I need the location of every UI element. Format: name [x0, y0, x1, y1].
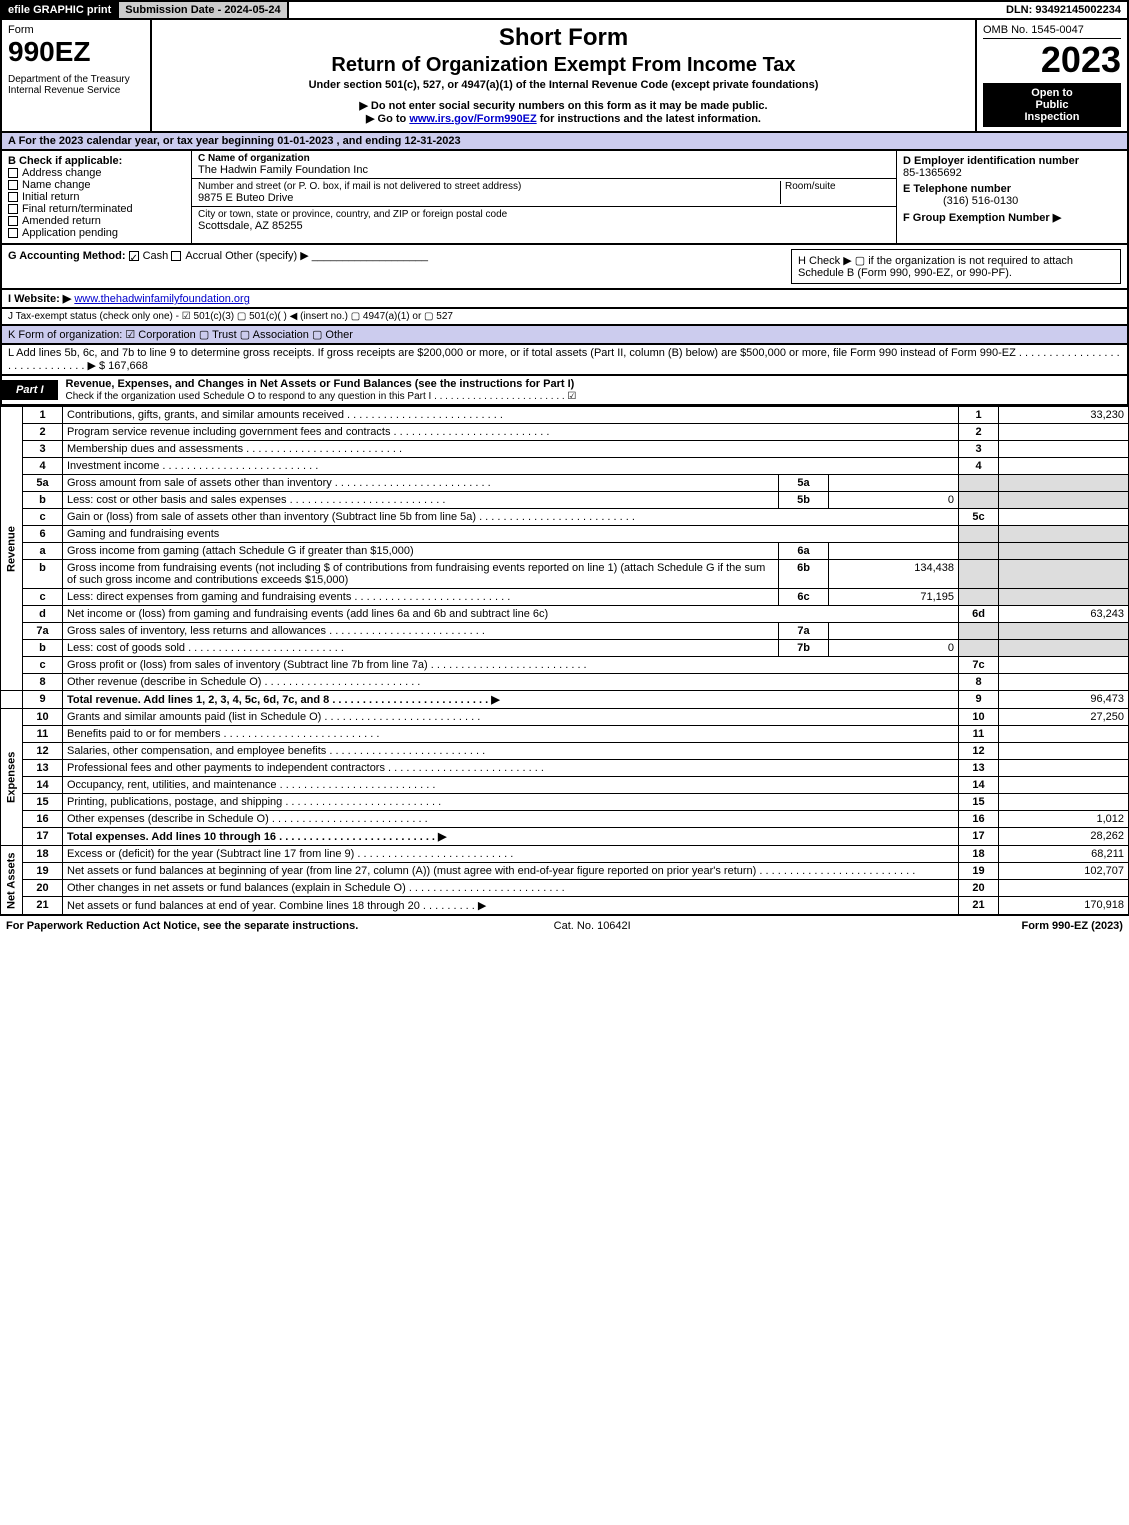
chk-address-change[interactable]	[8, 168, 18, 178]
part-i-table: Revenue 1 Contributions, gifts, grants, …	[0, 406, 1129, 915]
f-label: F Group Exemption Number ▶	[903, 212, 1061, 224]
title-return: Return of Organization Exempt From Incom…	[158, 54, 969, 77]
open-to-public: Open to Public Inspection	[983, 83, 1121, 127]
row-l: L Add lines 5b, 6c, and 7b to line 9 to …	[0, 345, 1129, 376]
irs-link[interactable]: www.irs.gov/Form990EZ	[409, 113, 536, 125]
subtitle: Under section 501(c), 527, or 4947(a)(1)…	[158, 79, 969, 91]
chk-final-return[interactable]	[8, 204, 18, 214]
website-link[interactable]: www.thehadwinfamilyfoundation.org	[74, 293, 250, 305]
part-i-header: Part I Revenue, Expenses, and Changes in…	[0, 376, 1129, 406]
part-i-tab: Part I	[2, 380, 58, 400]
val-6c: 71,195	[829, 589, 959, 606]
row-i: I Website: ▶ www.thehadwinfamilyfoundati…	[0, 290, 1129, 309]
phone: (316) 516-0130	[903, 195, 1018, 207]
chk-application-pending[interactable]	[8, 228, 18, 238]
part-i-title: Revenue, Expenses, and Changes in Net As…	[66, 378, 575, 390]
e-label: E Telephone number	[903, 183, 1011, 195]
city-label: City or town, state or province, country…	[198, 209, 890, 220]
title-short-form: Short Form	[158, 24, 969, 52]
footer-form: Form 990-EZ (2023)	[1021, 920, 1122, 932]
val-9: 96,473	[999, 691, 1129, 709]
tax-year: 2023	[983, 39, 1121, 81]
row-k: K Form of organization: ☑ Corporation ▢ …	[0, 326, 1129, 345]
ein: 85-1365692	[903, 167, 962, 179]
val-6d: 63,243	[999, 606, 1129, 623]
val-10: 27,250	[999, 709, 1129, 726]
org-name: The Hadwin Family Foundation Inc	[198, 164, 890, 176]
footer-cat: Cat. No. 10642I	[554, 920, 631, 932]
val-6b: 134,438	[829, 560, 959, 589]
form-number: 990EZ	[8, 36, 144, 68]
b-label: B Check if applicable:	[8, 155, 185, 167]
val-18: 68,211	[999, 846, 1129, 863]
h-box: H Check ▶ ▢ if the organization is not r…	[791, 249, 1121, 284]
row-a-taxyear: A For the 2023 calendar year, or tax yea…	[0, 133, 1129, 151]
chk-cash[interactable]	[129, 251, 139, 261]
d-label: D Employer identification number	[903, 155, 1079, 167]
room-label: Room/suite	[785, 181, 890, 192]
row-j: J Tax-exempt status (check only one) - ☑…	[0, 309, 1129, 326]
section-b-to-f: B Check if applicable: Address change Na…	[0, 151, 1129, 245]
chk-initial-return[interactable]	[8, 192, 18, 202]
omb-number: OMB No. 1545-0047	[983, 24, 1121, 39]
note-ssn: ▶ Do not enter social security numbers o…	[158, 99, 969, 112]
val-16: 1,012	[999, 811, 1129, 828]
street: 9875 E Buteo Drive	[198, 192, 772, 204]
dln: DLN: 93492145002234	[1000, 2, 1127, 18]
val-7b: 0	[829, 640, 959, 657]
street-label: Number and street (or P. O. box, if mail…	[198, 181, 772, 192]
netassets-side-label: Net Assets	[1, 846, 23, 915]
revenue-side-label: Revenue	[1, 407, 23, 691]
dept-line-2: Internal Revenue Service	[8, 85, 144, 96]
row-g-h: G Accounting Method: Cash Accrual Other …	[0, 245, 1129, 290]
chk-name-change[interactable]	[8, 180, 18, 190]
form-label: Form	[8, 24, 144, 36]
chk-amended-return[interactable]	[8, 216, 18, 226]
chk-accrual[interactable]	[171, 251, 181, 261]
expenses-side-label: Expenses	[1, 709, 23, 846]
val-21: 170,918	[999, 897, 1129, 915]
footer-left: For Paperwork Reduction Act Notice, see …	[6, 920, 358, 932]
efile-print-label[interactable]: efile GRAPHIC print	[2, 2, 119, 18]
dept-line-1: Department of the Treasury	[8, 74, 144, 85]
header: Form 990EZ Department of the Treasury In…	[0, 20, 1129, 133]
val-5b: 0	[829, 492, 959, 509]
c-name-label: C Name of organization	[198, 153, 890, 164]
topbar: efile GRAPHIC print Submission Date - 20…	[0, 0, 1129, 20]
submission-date: Submission Date - 2024-05-24	[119, 2, 288, 18]
val-1: 33,230	[999, 407, 1129, 424]
val-19: 102,707	[999, 863, 1129, 880]
part-i-check-note: Check if the organization used Schedule …	[66, 391, 577, 402]
footer: For Paperwork Reduction Act Notice, see …	[0, 915, 1129, 936]
note-goto: ▶ Go to www.irs.gov/Form990EZ for instru…	[158, 112, 969, 125]
city: Scottsdale, AZ 85255	[198, 220, 890, 232]
g-label: G Accounting Method:	[8, 250, 126, 262]
val-17: 28,262	[999, 828, 1129, 846]
